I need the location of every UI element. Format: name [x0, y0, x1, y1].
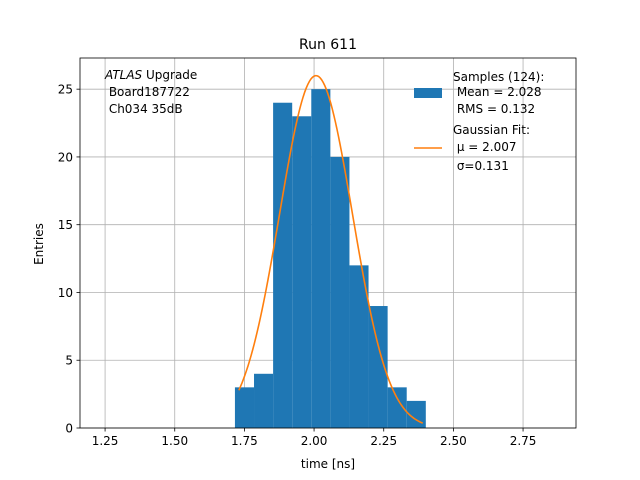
y-tick-label: 15: [58, 218, 73, 232]
histogram-bar: [387, 387, 407, 428]
x-tick-label: 2.00: [301, 434, 328, 448]
annotation-line-1-rest: Upgrade: [142, 68, 197, 82]
gaussian-fit: [238, 74, 424, 424]
x-axis-label: time [ns]: [301, 457, 355, 471]
annotation: ATLAS Upgrade Board187722 Ch034 35dB: [104, 68, 197, 116]
histogram-bar: [349, 265, 369, 428]
y-tick-label: 20: [58, 150, 73, 164]
legend-fit-line-2: μ = 2.007: [453, 140, 517, 154]
axis-ticks: 1.25 1.50 1.75 2.00 2.25 2.50 2.75 0 5 10 15 20 25: [58, 83, 537, 448]
legend-fit-line-1: Gaussian Fit:: [453, 123, 530, 137]
histogram-bar: [273, 102, 293, 428]
histogram-bar: [311, 89, 331, 429]
x-tick-label: 2.25: [370, 434, 397, 448]
legend-fit-line-3: σ=0.131: [453, 159, 509, 173]
y-axis-label: Entries: [32, 223, 46, 265]
histogram-bar: [234, 387, 255, 428]
histogram-bar: [406, 400, 426, 428]
histogram-bar: [254, 373, 274, 428]
annotation-line-1: ATLAS Upgrade: [104, 68, 197, 82]
y-tick-label: 25: [58, 83, 73, 97]
legend-samples-line-1: Samples (124):: [453, 70, 544, 84]
x-tick-label: 1.75: [231, 434, 258, 448]
legend-samples-line-3: RMS = 0.132: [453, 102, 535, 116]
x-tick-label: 1.50: [161, 434, 188, 448]
gaussian-fit-curve: [238, 74, 424, 424]
legend: Samples (124): Mean = 2.028 RMS = 0.132 …: [414, 70, 544, 173]
plot-frame: [79, 57, 577, 429]
annotation-italic: ATLAS: [104, 68, 143, 82]
legend-samples-line-2: Mean = 2.028: [453, 85, 542, 99]
y-tick-label: 5: [65, 354, 73, 368]
y-tick-label: 10: [58, 286, 73, 300]
x-tick-label: 1.25: [92, 434, 119, 448]
annotation-line-2: Board187722: [105, 85, 190, 99]
histogram-bar: [368, 306, 388, 428]
chart-title: Run 611: [299, 37, 357, 53]
histogram-bar: [330, 156, 350, 428]
histogram-bar: [292, 116, 312, 429]
histogram-bars: [234, 89, 426, 429]
x-tick-label: 2.75: [510, 434, 537, 448]
legend-samples-swatch: [414, 88, 442, 98]
x-tick-label: 2.50: [440, 434, 467, 448]
y-tick-label: 0: [65, 422, 73, 436]
annotation-line-3: Ch034 35dB: [105, 102, 183, 116]
